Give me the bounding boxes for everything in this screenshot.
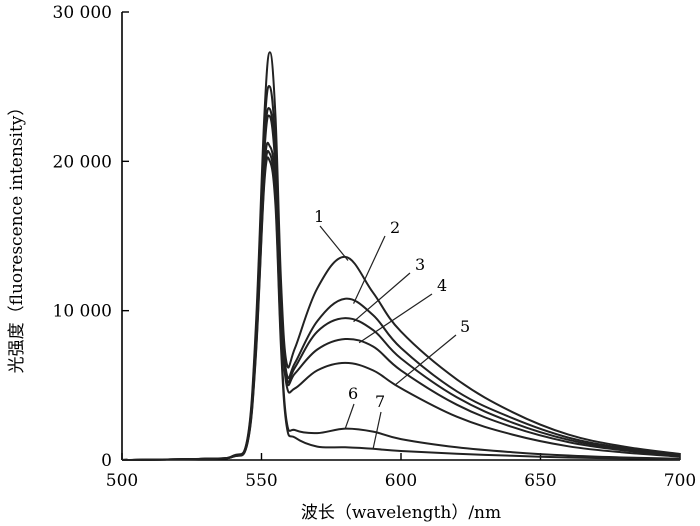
series-line-3 <box>121 107 681 461</box>
curve-label-6: 6 <box>348 384 358 403</box>
leader-line-4 <box>358 293 433 344</box>
curve-label-5: 5 <box>460 317 470 336</box>
leader-line-7 <box>372 411 382 449</box>
leader-line-3 <box>353 272 411 323</box>
series-line-4 <box>121 114 681 461</box>
y-tick-label: 10 000 <box>53 302 112 322</box>
curve-label-4: 4 <box>437 276 447 295</box>
x-tick-label: 650 <box>524 471 556 491</box>
leader-line-5 <box>395 334 457 386</box>
x-tick-label: 550 <box>245 471 277 491</box>
leader-line-1 <box>319 225 349 261</box>
curve-labels: 1 2 3 4 5 6 7 <box>314 207 470 449</box>
y-tick-label: 0 <box>101 451 112 471</box>
curve-label-1: 1 <box>314 207 324 226</box>
y-axis: 0 10 000 20 000 30 000 <box>53 3 129 471</box>
leader-line-2 <box>353 235 386 304</box>
series-line-7 <box>121 156 681 461</box>
series-line-6 <box>121 149 681 461</box>
series-line-5 <box>121 141 681 461</box>
series-curves <box>121 51 681 461</box>
y-axis-title: 光强度（fluorescence intensity） <box>7 99 27 374</box>
y-tick-label: 20 000 <box>53 152 112 172</box>
curve-label-3: 3 <box>415 255 425 274</box>
curve-label-2: 2 <box>390 218 400 237</box>
leader-line-6 <box>344 403 355 429</box>
x-tick-label: 600 <box>385 471 417 491</box>
curve-label-7: 7 <box>375 392 385 411</box>
y-tick-label: 30 000 <box>53 3 112 23</box>
x-axis: 500 550 600 650 700 <box>106 453 696 491</box>
x-tick-label: 500 <box>106 471 138 491</box>
series-line-2 <box>121 85 681 461</box>
x-tick-label: 700 <box>664 471 696 491</box>
x-axis-title: 波长（wavelength）/nm <box>301 503 501 523</box>
series-line-1 <box>121 51 681 461</box>
